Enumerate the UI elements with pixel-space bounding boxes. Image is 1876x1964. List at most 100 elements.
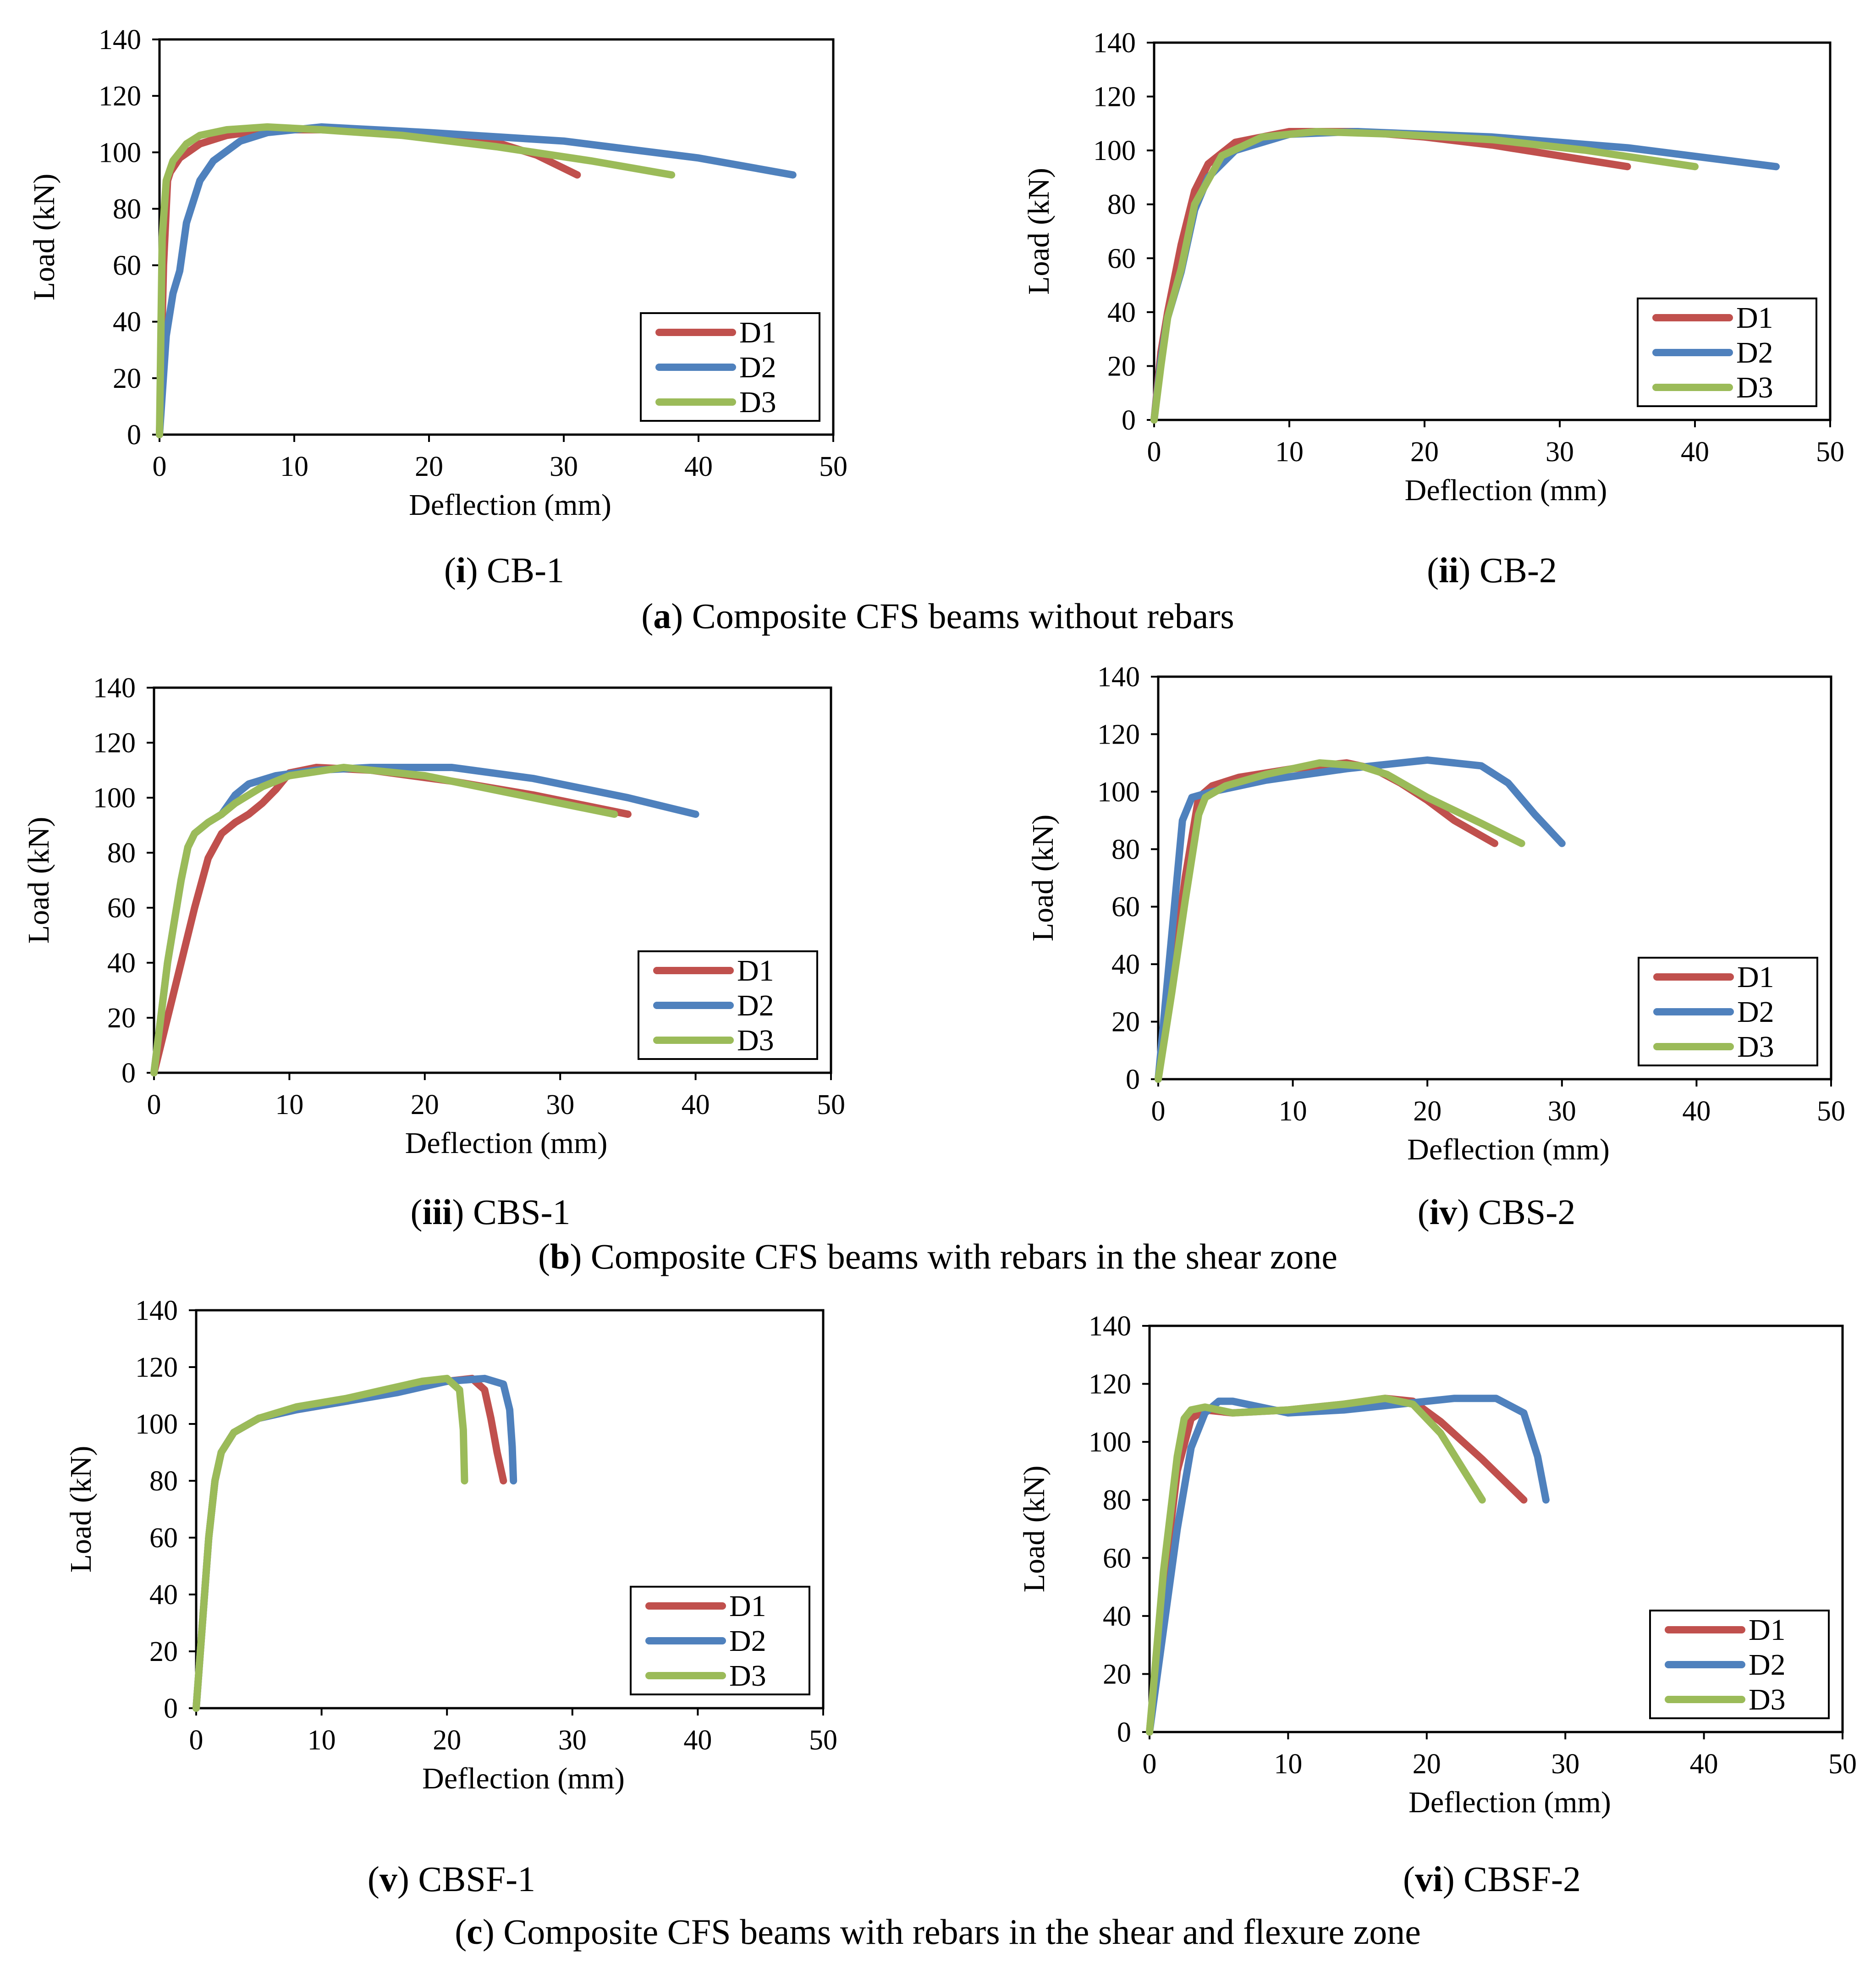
legend-label-d1: D1 [739, 316, 776, 349]
x-tick-label: 30 [546, 1089, 574, 1120]
y-tick-label: 120 [135, 1352, 178, 1383]
chart-panel-1: 0 10 20 30 40 50 0 20 40 60 80 100 120 140 Deflection … [28, 24, 847, 522]
y-tick-label: 120 [1093, 82, 1136, 113]
y-tick-label: 60 [1103, 1543, 1131, 1574]
x-tick-label: 50 [1817, 1096, 1845, 1127]
chart-panel-5: 0 10 20 30 40 50 0 20 40 60 80 100 120 140 Deflection … [64, 1295, 837, 1795]
panel-caption: (ii) CB-2 [1427, 550, 1557, 590]
x-tick-label: 40 [1682, 1096, 1711, 1127]
legend-label-d3: D3 [729, 1659, 766, 1693]
x-tick-label: 50 [817, 1089, 845, 1120]
group-letter: c [467, 1912, 483, 1952]
legend-label-d1: D1 [729, 1589, 766, 1623]
legend-label-d3: D3 [1749, 1683, 1786, 1716]
plot-frame [1148, 1324, 1844, 1733]
series-line-d1 [156, 126, 581, 438]
panel-caption: (iv) CBS-2 [1417, 1192, 1576, 1232]
x-tick-label: 20 [415, 451, 443, 482]
x-tick-label: 10 [275, 1089, 303, 1120]
x-axis-label: Deflection (mm) [1405, 474, 1607, 507]
x-tick-label: 30 [1548, 1096, 1576, 1127]
y-axis-label: Load (kN) [1026, 815, 1060, 942]
group-letter: a [653, 596, 671, 636]
x-tick-label: 40 [1681, 436, 1709, 468]
y-tick-label: 60 [149, 1523, 178, 1554]
y-tick-label: 80 [1107, 189, 1136, 221]
legend-label-d2: D2 [1749, 1648, 1786, 1682]
panel-numeral: vi [1415, 1859, 1443, 1899]
panel-numeral: i [456, 550, 466, 590]
x-axis-label: Deflection (mm) [1408, 1786, 1611, 1819]
x-tick-label: 50 [819, 451, 847, 482]
x-tick-label: 30 [1546, 436, 1574, 468]
y-tick-label: 20 [1111, 1007, 1140, 1038]
series-line-d1 [1155, 759, 1498, 1083]
panel-numeral: v [379, 1859, 397, 1899]
y-tick-label: 140 [1089, 1311, 1131, 1342]
x-tick-label: 20 [1410, 436, 1439, 468]
x-axis-label: Deflection (mm) [1407, 1133, 1610, 1166]
y-tick-label: 20 [113, 363, 141, 394]
x-tick-label: 40 [684, 451, 713, 482]
series-line-d3 [150, 764, 618, 1076]
x-tick-label: 50 [1828, 1749, 1857, 1780]
legend-label-d3: D3 [1737, 1030, 1774, 1064]
panel-title: CBS-1 [473, 1192, 571, 1232]
series-line-d3 [1146, 1395, 1486, 1736]
x-tick-label: 10 [1275, 436, 1304, 468]
y-tick-label: 100 [135, 1409, 178, 1440]
series-line-d3 [1150, 128, 1699, 424]
y-axis-label: Load (kN) [64, 1446, 98, 1573]
panel-title: CBSF-1 [418, 1859, 536, 1899]
y-tick-label: 80 [1111, 834, 1140, 865]
y-tick-label: 140 [1093, 28, 1136, 59]
x-tick-label: 10 [280, 451, 308, 482]
x-tick-label: 50 [1816, 436, 1844, 468]
x-axis-label: Deflection (mm) [409, 488, 611, 522]
y-tick-label: 100 [1097, 777, 1140, 808]
x-tick-label: 40 [682, 1089, 710, 1120]
y-tick-label: 0 [127, 419, 141, 451]
y-tick-label: 40 [1103, 1601, 1131, 1632]
x-tick-label: 10 [1279, 1096, 1307, 1127]
y-tick-label: 120 [1097, 719, 1140, 750]
group-caption-b: (b) Composite CFS beams with rebars in t… [538, 1236, 1337, 1276]
chart-panel-3: 0 10 20 30 40 50 0 20 40 60 80 100 120 140 Deflection … [22, 673, 845, 1160]
series-line-d3 [193, 1374, 468, 1712]
panel-numeral: ii [1439, 550, 1459, 590]
x-tick-label: 30 [558, 1725, 587, 1756]
y-tick-label: 40 [113, 307, 141, 338]
plot-frame [1153, 41, 1832, 421]
x-tick-label: 0 [1143, 1749, 1157, 1780]
series-line-d2 [1146, 1395, 1550, 1736]
y-tick-label: 20 [1103, 1659, 1131, 1690]
y-tick-label: 140 [1097, 662, 1140, 693]
chart-panel-6: 0 10 20 30 40 50 0 20 40 60 80 100 120 140 Deflection … [1018, 1311, 1857, 1819]
legend-label-d2: D2 [1736, 336, 1773, 370]
y-tick-label: 0 [1117, 1717, 1131, 1748]
x-tick-label: 20 [1413, 1096, 1441, 1127]
series-line-d2 [1155, 756, 1566, 1083]
legend-label-d2: D2 [739, 351, 776, 384]
y-tick-label: 0 [1122, 405, 1136, 436]
series-line-d1 [1150, 128, 1631, 424]
legend-label-d3: D3 [737, 1024, 774, 1057]
y-tick-label: 80 [113, 193, 141, 225]
y-axis-label: Load (kN) [28, 174, 61, 301]
panel-title: CB-2 [1479, 550, 1557, 590]
legend-label-d2: D2 [737, 989, 774, 1022]
group-caption-a: (a) Composite CFS beams without rebars [641, 596, 1234, 636]
y-tick-label: 60 [1107, 243, 1136, 274]
y-tick-label: 40 [1111, 949, 1140, 980]
chart-panel-2: 0 10 20 30 40 50 0 20 40 60 80 100 120 140 Deflection … [1022, 28, 1844, 507]
y-tick-label: 60 [1111, 892, 1140, 923]
panel-numeral: iv [1429, 1192, 1458, 1232]
panel-caption: (i) CB-1 [444, 550, 565, 590]
series-line-d3 [156, 123, 676, 438]
x-tick-label: 10 [308, 1725, 336, 1756]
x-tick-label: 0 [1147, 436, 1161, 468]
y-tick-label: 80 [107, 838, 136, 869]
group-caption-text: Composite CFS beams with rebars in the s… [590, 1236, 1337, 1276]
y-tick-label: 100 [99, 137, 141, 168]
y-tick-label: 40 [149, 1579, 178, 1611]
